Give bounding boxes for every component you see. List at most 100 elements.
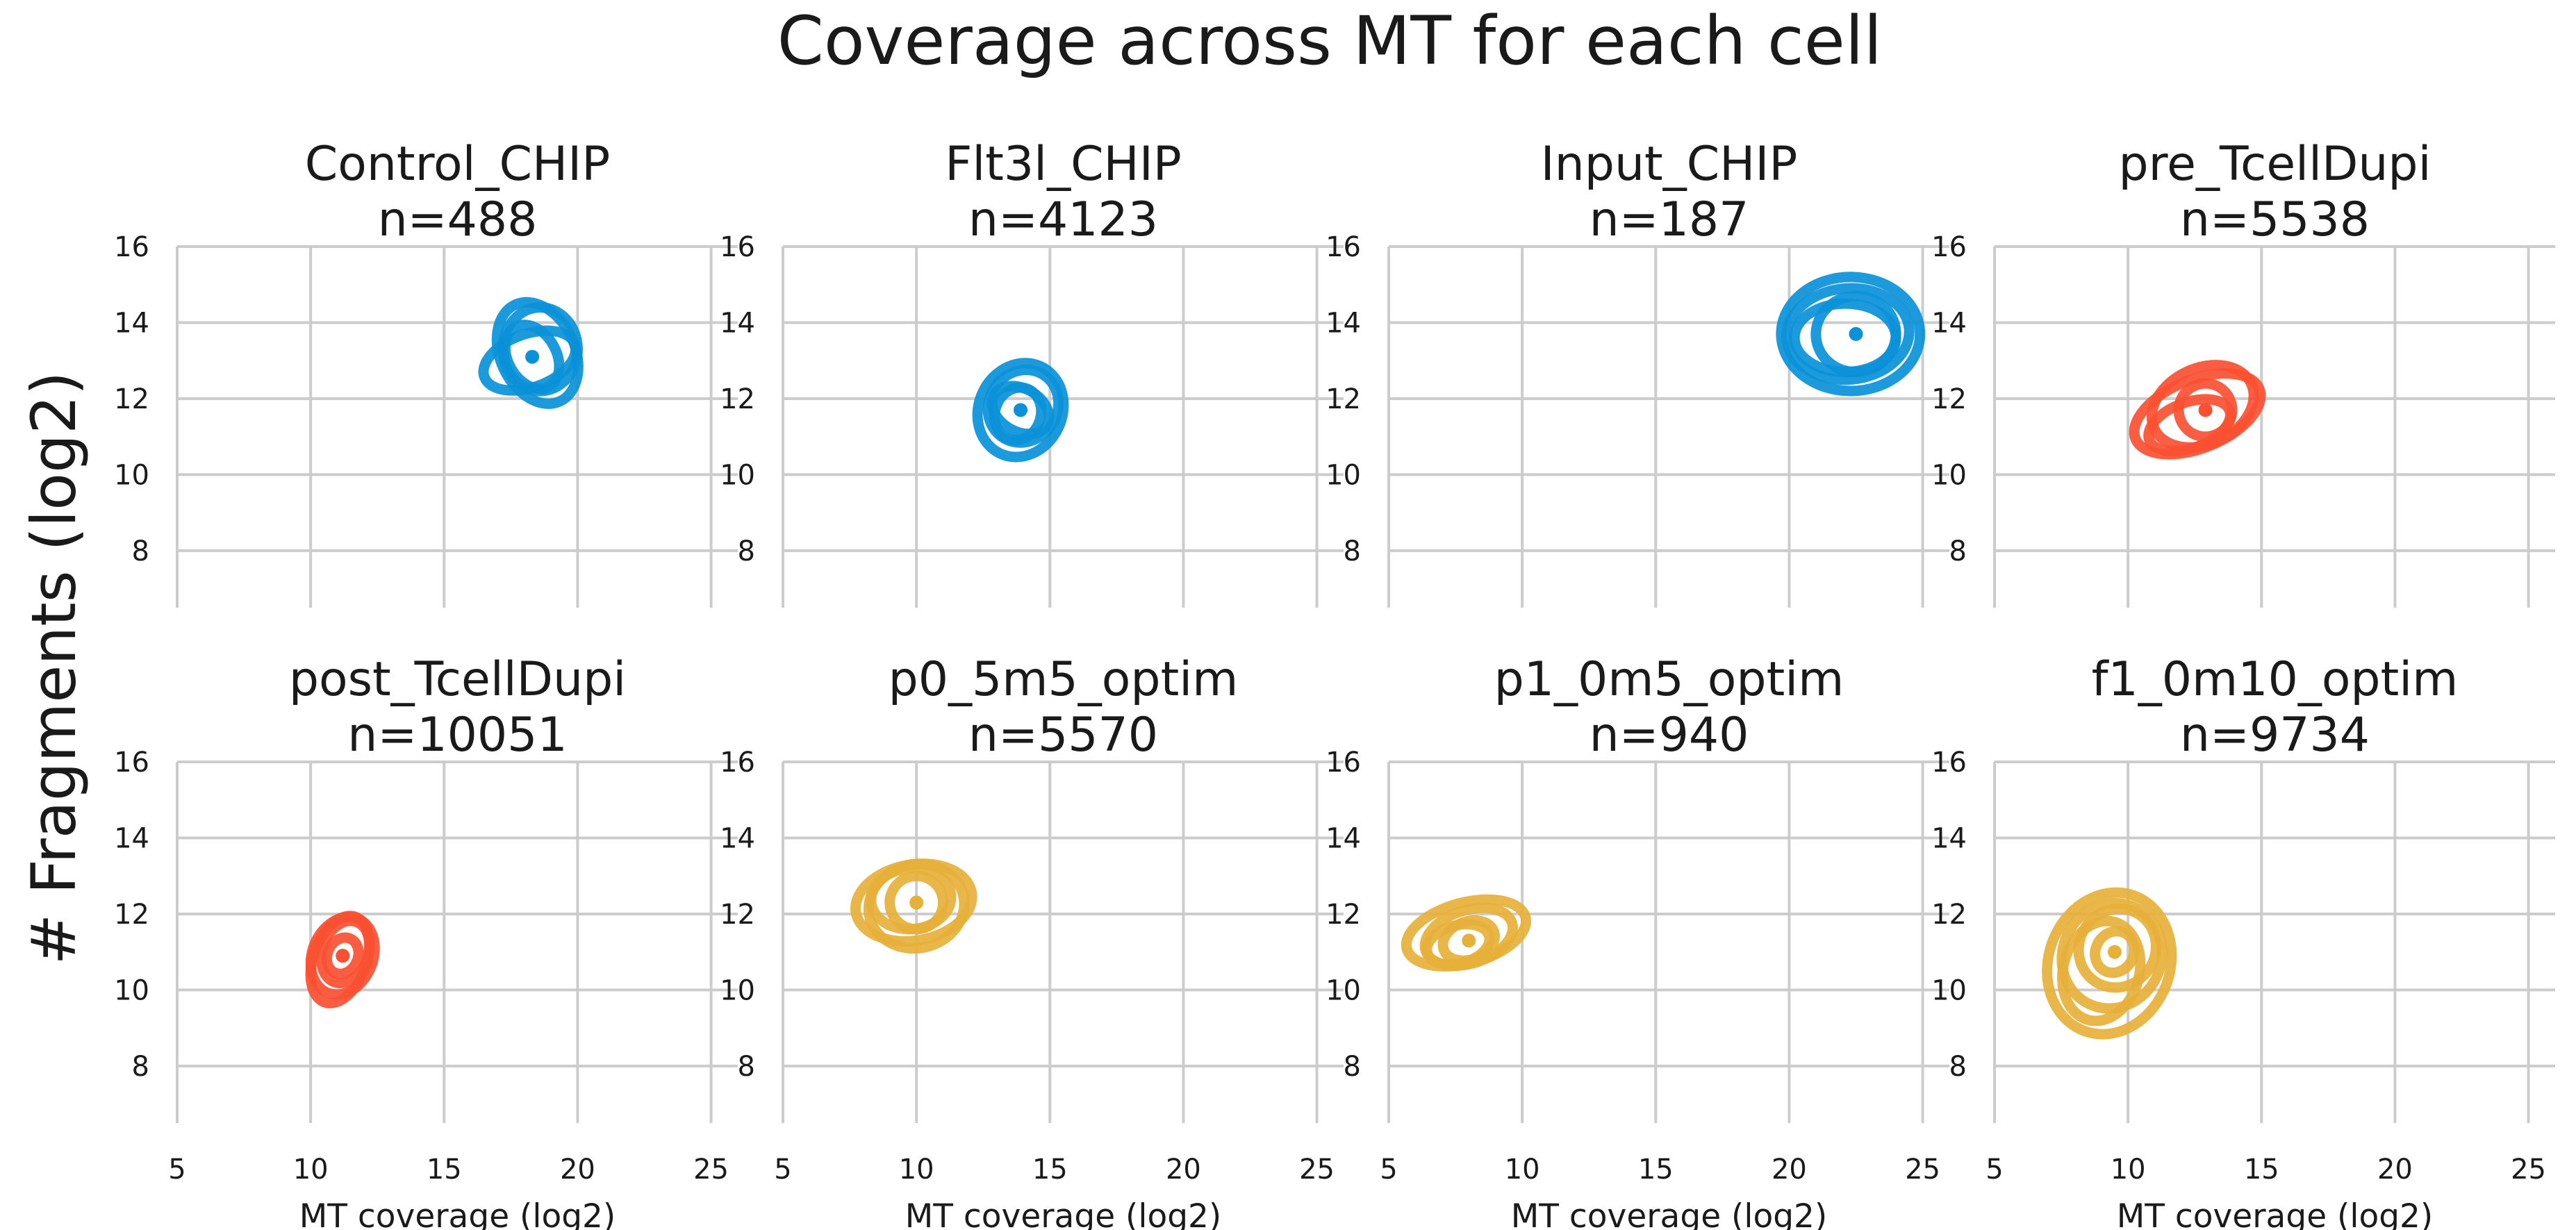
density-contour xyxy=(972,358,1069,463)
panel-count: n=10051 xyxy=(347,708,567,763)
y-tick-label: 10 xyxy=(720,974,755,1006)
density-contour xyxy=(2143,394,2236,457)
panel-count: n=9734 xyxy=(2180,708,2370,763)
density-center-point xyxy=(525,349,540,364)
y-tick-label: 16 xyxy=(720,231,755,263)
y-tick-label: 16 xyxy=(1326,231,1361,263)
y-tick-label: 14 xyxy=(114,307,149,339)
panel-title: Flt3l_CHIP xyxy=(945,137,1182,192)
panel-count: n=488 xyxy=(378,192,538,247)
x-tick-label: 15 xyxy=(1638,1154,1674,1186)
panel-count: n=5538 xyxy=(2180,192,2370,247)
y-tick-label: 16 xyxy=(114,747,149,779)
x-tick-label: 25 xyxy=(1905,1154,1940,1186)
y-tick-label: 14 xyxy=(720,822,755,854)
x-tick-label: 5 xyxy=(168,1154,185,1186)
y-tick-label: 16 xyxy=(1326,747,1361,779)
y-tick-label: 12 xyxy=(1931,899,1967,931)
density-center-point xyxy=(336,949,350,963)
y-tick-label: 14 xyxy=(1326,307,1361,339)
y-tick-label: 10 xyxy=(1931,974,1967,1006)
y-tick-label: 10 xyxy=(1326,974,1361,1006)
density-contour xyxy=(497,302,583,397)
panel-6: 8 10 12 14 16 5 10 15 20 25 MT coverage (log2) p0_5… xyxy=(720,652,1344,1230)
x-axis-label: MT coverage (log2) xyxy=(905,1197,1222,1230)
density-contour xyxy=(321,932,364,979)
y-tick-label: 12 xyxy=(114,383,149,415)
y-tick-label: 12 xyxy=(1931,383,1967,415)
density-contour xyxy=(1789,298,1901,378)
y-tick-label: 12 xyxy=(720,899,755,931)
y-tick-label: 10 xyxy=(1931,459,1967,491)
panel-title: f1_0m10_optim xyxy=(2092,652,2459,707)
x-tick-label: 25 xyxy=(1299,1154,1335,1186)
x-tick-label: 25 xyxy=(2511,1154,2546,1186)
y-tick-label: 14 xyxy=(114,822,149,854)
density-center-point xyxy=(2198,403,2213,417)
y-tick-label: 12 xyxy=(1326,899,1361,931)
panel-8: 8 10 12 14 16 5 10 15 20 25 MT coverage (log2) f1_0… xyxy=(1931,652,2555,1230)
density-center-point xyxy=(1849,326,1863,341)
x-tick-label: 10 xyxy=(2111,1154,2146,1186)
panel-title: Input_CHIP xyxy=(1541,137,1798,192)
y-tick-label: 16 xyxy=(114,231,149,263)
panel-7: 8 10 12 14 16 5 10 15 20 25 MT coverage (log2) p1_0… xyxy=(1326,652,1949,1230)
y-tick-label: 14 xyxy=(1931,307,1967,339)
x-tick-label: 20 xyxy=(1166,1154,1201,1186)
x-axis-label: MT coverage (log2) xyxy=(2117,1197,2434,1230)
x-tick-label: 10 xyxy=(1505,1154,1540,1186)
density-contour xyxy=(305,911,375,1008)
figure-title: Coverage across MT for each cell xyxy=(777,2,1882,80)
density-center-point xyxy=(1462,933,1476,948)
panel-count: n=187 xyxy=(1590,192,1749,247)
x-tick-label: 20 xyxy=(1772,1154,1807,1186)
x-tick-label: 10 xyxy=(899,1154,934,1186)
y-tick-label: 8 xyxy=(1344,1051,1361,1083)
y-tick-label: 12 xyxy=(114,899,149,931)
density-contour xyxy=(866,863,957,935)
density-center-point xyxy=(1014,403,1028,417)
y-tick-label: 10 xyxy=(114,974,149,1006)
y-tick-label: 12 xyxy=(1326,383,1361,415)
panel-count: n=4123 xyxy=(968,192,1158,247)
y-tick-label: 10 xyxy=(1326,459,1361,491)
y-tick-label: 8 xyxy=(738,1051,755,1083)
panel-count: n=5570 xyxy=(968,708,1158,763)
panel-5: 8 10 12 14 16 5 10 15 20 25 MT coverage (log2) post… xyxy=(114,652,738,1230)
x-axis-label: MT coverage (log2) xyxy=(299,1197,616,1230)
figure-y-axis-label: # Fragments (log2) xyxy=(18,372,90,965)
x-tick-label: 20 xyxy=(560,1154,595,1186)
y-tick-label: 8 xyxy=(132,1051,149,1083)
panel-count: n=940 xyxy=(1590,708,1749,763)
y-tick-label: 8 xyxy=(132,535,149,567)
x-tick-label: 5 xyxy=(774,1154,791,1186)
panel-title: Control_CHIP xyxy=(305,137,610,192)
y-tick-label: 8 xyxy=(1344,535,1361,567)
density-contour xyxy=(1776,272,1926,397)
panel-title: pre_TcellDupi xyxy=(2119,137,2431,192)
y-tick-label: 14 xyxy=(720,307,755,339)
y-tick-label: 10 xyxy=(720,459,755,491)
y-tick-label: 16 xyxy=(1931,747,1967,779)
x-tick-label: 25 xyxy=(693,1154,729,1186)
x-tick-label: 15 xyxy=(427,1154,462,1186)
density-center-point xyxy=(2107,945,2122,959)
y-tick-label: 14 xyxy=(1326,822,1361,854)
y-tick-label: 8 xyxy=(738,535,755,567)
density-center-point xyxy=(909,895,924,910)
panel-title: post_TcellDupi xyxy=(289,652,626,707)
panel-title: p0_5m5_optim xyxy=(889,652,1239,707)
density-contour xyxy=(2057,915,2146,1027)
density-contour xyxy=(2042,887,2177,1040)
density-contour xyxy=(1781,283,1915,385)
x-tick-label: 10 xyxy=(293,1154,329,1186)
panel-title: p1_0m5_optim xyxy=(1494,652,1844,707)
y-tick-label: 14 xyxy=(1931,822,1967,854)
y-tick-label: 16 xyxy=(720,747,755,779)
x-tick-label: 5 xyxy=(1380,1154,1397,1186)
